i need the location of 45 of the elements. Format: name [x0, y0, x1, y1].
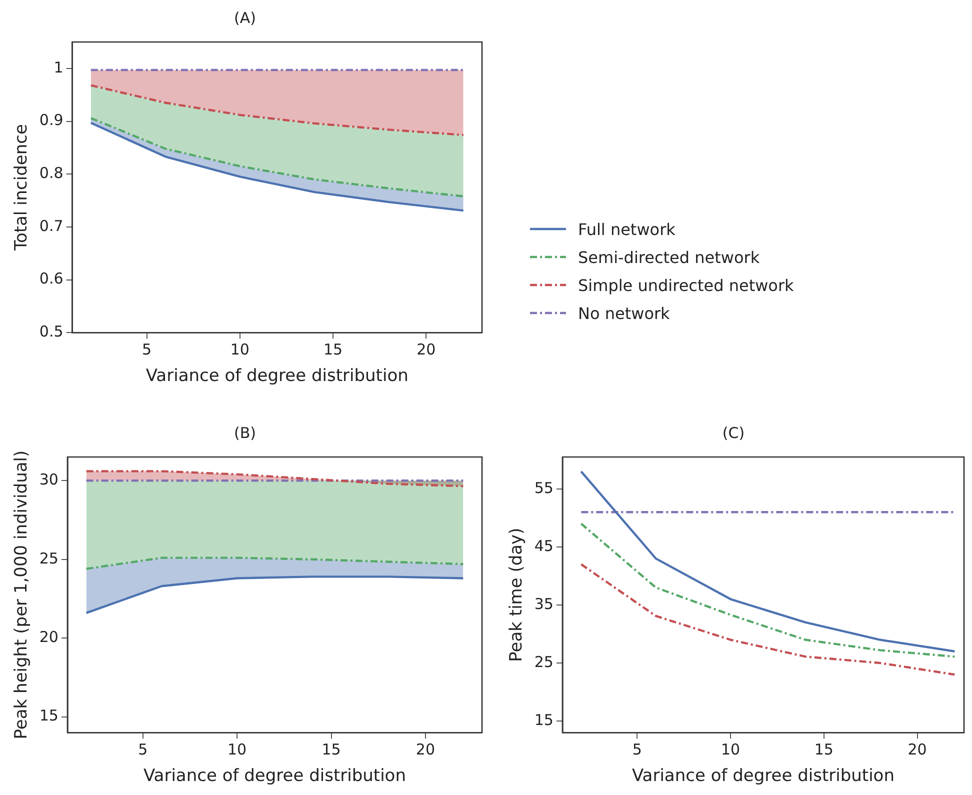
y-axis-title: Peak time (day) — [506, 528, 527, 662]
legend-label: Semi-directed network — [578, 248, 760, 266]
x-tick-label: 10 — [228, 740, 247, 758]
y-tick-label: 15 — [39, 706, 58, 725]
y-tick-label: 0.7 — [39, 216, 64, 235]
y-axis-title: Total incidence — [12, 124, 32, 252]
x-tick-label: 10 — [230, 340, 250, 358]
legend-label: Full network — [578, 220, 676, 238]
y-tick-label: 35 — [534, 594, 554, 613]
y-tick-label: 20 — [39, 628, 58, 646]
y-tick-label: 0.8 — [39, 164, 64, 182]
x-tick-label: 10 — [721, 740, 740, 758]
x-axis-title: Variance of degree distribution — [146, 366, 408, 386]
y-tick-label: 25 — [39, 549, 58, 568]
y-axis-title: Peak height (per 1,000 individual) — [12, 450, 32, 740]
x-tick-label: 15 — [322, 740, 341, 758]
x-axis-title: Variance of degree distribution — [632, 766, 894, 786]
x-tick-label: 5 — [632, 740, 642, 758]
y-tick-label: 25 — [534, 652, 554, 671]
chart-title: (B) — [234, 424, 256, 442]
legend-label: Simple undirected network — [578, 276, 794, 294]
x-tick-label: 20 — [416, 740, 436, 758]
x-tick-label: 20 — [416, 340, 436, 358]
line-series — [580, 522, 956, 658]
y-tick-label: 55 — [534, 478, 554, 497]
chart-title: (A) — [234, 8, 256, 27]
x-tick-label: 15 — [323, 340, 343, 358]
y-tick-label: 0.9 — [39, 111, 64, 130]
x-tick-label: 20 — [908, 740, 927, 758]
y-tick-label: 15 — [534, 710, 554, 729]
line-series — [85, 556, 464, 570]
y-tick-label: 1 — [54, 58, 64, 76]
legend-label: No network — [578, 304, 670, 322]
x-axis-title: Variance of degree distribution — [143, 766, 406, 786]
x-tick-label: 5 — [142, 340, 152, 358]
y-tick-label: 30 — [39, 470, 58, 489]
x-tick-label: 15 — [814, 740, 834, 758]
line-series — [90, 84, 464, 136]
x-tick-label: 5 — [138, 740, 148, 758]
chart-title: (C) — [722, 424, 745, 442]
y-tick-label: 45 — [534, 536, 554, 555]
y-tick-label: 0.5 — [39, 322, 64, 340]
y-tick-label: 0.6 — [39, 270, 64, 288]
line-series — [580, 563, 956, 676]
line-series — [90, 116, 464, 198]
